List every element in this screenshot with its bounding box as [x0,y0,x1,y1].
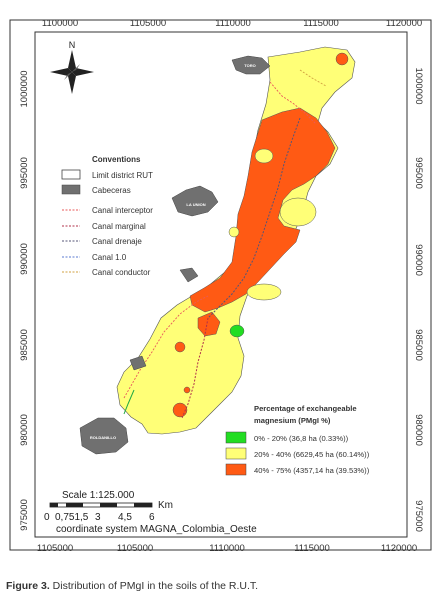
pmgi-label-0-20: 0% - 20% (36,8 ha (0.33%)) [254,434,349,443]
y-tick-left-3: 990000 [19,243,30,275]
x-tick-top-2: 1105000 [130,18,166,29]
x-tick-bottom-4: 1115000 [294,543,330,554]
y-tick-left-2: 995000 [19,157,30,189]
legend-label-interceptor: Canal interceptor [92,206,153,215]
x-tick-bottom-5: 1120000 [381,543,417,554]
yellow-patch-2 [279,197,317,227]
legend-label-cabeceras: Cabeceras [92,186,131,195]
x-tick-top-5: 1120000 [386,18,422,29]
north-label: N [69,40,76,50]
scale-tick-2: 3 [95,512,101,523]
legend-label-marginal: Canal marginal [92,222,146,231]
scale-tick-0: 0 [44,512,50,523]
pmgi-legend-title-2: magnesium (PMgI %) [254,416,331,425]
x-tick-top-4: 1115000 [303,18,339,29]
orange-patch-south-1 [197,311,221,337]
x-tick-bottom-2: 1105000 [117,543,153,554]
cabecera-roldanillo [79,417,129,455]
figure-caption-label: Figure 3. [6,580,50,592]
cabecera-toro [231,55,271,75]
y-tick-left-4: 985000 [19,329,30,361]
legend-swatch-cabeceras [61,184,81,195]
district-zone-40-75 [189,107,336,313]
y-tick-right-5: 980000 [413,414,424,446]
conventions-title: Conventions [92,155,141,164]
district-zone-0-20 [229,324,245,338]
canal-interceptor-line-north [269,81,317,125]
canal-green-line [123,389,135,415]
cabecera-small-2 [129,355,147,371]
orange-patch-south-2 [174,341,186,353]
legend-label-canal-1: Canal 1.0 [92,253,127,262]
legend-label-drenaje: Canal drenaje [92,237,142,246]
orange-patch-south-4 [183,386,191,394]
x-tick-bottom-1: 1105000 [37,543,73,554]
y-tick-left-1: 1000000 [19,71,30,108]
scale-tick-4: 6 [149,512,155,523]
conventions-legend: Conventions Limit district RUT Cabeceras… [61,155,153,277]
yellow-patch-3 [228,226,240,238]
orange-patch-north [335,52,349,66]
city-label-la-union: LA UNION [186,202,205,207]
scale-bar: Scale 1:125.000 Km 0 0,751,5 3 4,5 6 coo… [44,490,257,535]
y-tick-left-5: 980000 [19,414,30,446]
x-tick-bottom-3: 1110000 [209,543,245,554]
x-tick-top-1: 1100000 [42,18,78,29]
legend-label-limit: Limit district RUT [92,171,153,180]
cabecera-small-1 [179,267,199,283]
pmgi-label-40-75: 40% - 75% (4357,14 ha (39.53%)) [254,466,370,475]
canal-conductor-line [299,69,327,87]
y-tick-right-2: 995000 [413,157,424,189]
city-label-roldanillo: ROLDANILLO [90,435,116,440]
y-tick-right-4: 985000 [413,329,424,361]
canal-drenaje-line [207,117,301,319]
cabecera-la-union [171,185,219,217]
figure-caption-text: Distribution of PMgI in the soils of the… [49,580,259,592]
pmgi-swatch-40-75 [225,463,247,476]
y-tick-left-6: 975000 [19,499,30,531]
coord-system: coordinate system MAGNA_Colombia_Oeste [56,524,257,535]
y-tick-right-6: 975000 [413,500,424,532]
north-arrow: N [50,40,94,94]
pmgi-legend: Percentage of exchangeable magnesium (PM… [225,404,370,476]
scale-label: Scale 1:125.000 [62,490,135,501]
figure-caption: Figure 3. Distribution of PMgI in the so… [6,580,258,592]
city-label-toro: TORO [244,63,255,68]
yellow-patch-4 [246,283,282,301]
canal-marginal-line [181,317,209,419]
pmgi-legend-title-1: Percentage of exchangeable [254,404,357,413]
scale-unit: Km [158,500,173,511]
y-tick-right-3: 990000 [413,244,424,276]
scale-tick-3: 4,5 [118,512,132,523]
pmgi-swatch-0-20 [225,431,247,444]
pmgi-swatch-20-40 [225,447,247,460]
x-tick-top-3: 1110000 [215,18,251,29]
scale-tick-1: 0,751,5 [55,512,89,523]
y-tick-right-1: 1000000 [413,68,424,105]
legend-swatch-limit [61,169,81,180]
yellow-patch-1 [254,148,274,164]
canal-interceptor-line-south [123,295,209,399]
legend-label-conductor: Canal conductor [92,268,151,277]
pmgi-label-20-40: 20% - 40% (6629,45 ha (60.14%)) [254,450,370,459]
